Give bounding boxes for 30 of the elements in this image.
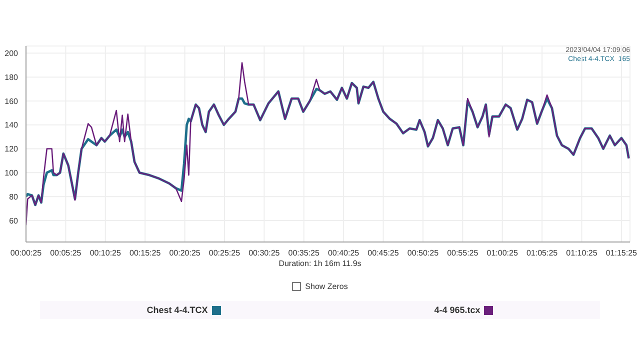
y-tick-label: 60 [9,216,19,226]
x-tick-label: 01:10:25 [566,248,598,258]
y-tick-label: 100 [4,168,19,178]
x-tick-label: 00:00:25 [10,248,42,258]
line-series [26,80,630,206]
x-tick-label: 00:15:25 [130,248,162,258]
legend-label: Chest 4-4.TCX [146,305,209,315]
y-tick-label: 120 [4,144,19,154]
x-tick-label: 00:35:25 [288,248,320,258]
y-tick-label: 160 [4,96,19,106]
legend-label: 4-4 965.tcx [434,305,482,315]
y-tick-label: 140 [4,120,19,130]
y-tick-label: 200 [4,49,19,58]
x-tick-label: 00:05:25 [50,248,82,258]
x-tick-label: 00:45:25 [368,248,400,258]
x-tick-label: 00:30:25 [248,248,280,258]
x-tick-label: 00:25:25 [208,248,241,258]
text: Show Zeros [305,282,348,291]
x-tick-label: 01:00:25 [486,248,518,258]
x-tick-label: 01:15:25 [606,248,638,258]
y-tick-label: 80 [9,192,19,202]
x-tick-label: 00:40:25 [328,248,360,258]
x-axis-title: Duration: 1h 16m 11.9s [278,259,362,268]
x-tick-label: 01:05:25 [526,248,558,258]
x-tick-label: 00:55:25 [447,248,479,258]
line-series [26,62,630,226]
x-tick-label: 00:50:25 [407,248,440,258]
x-tick-label: 00:10:25 [90,248,122,258]
y-tick-label: 180 [4,72,19,82]
x-tick-label: 00:20:25 [169,248,201,258]
